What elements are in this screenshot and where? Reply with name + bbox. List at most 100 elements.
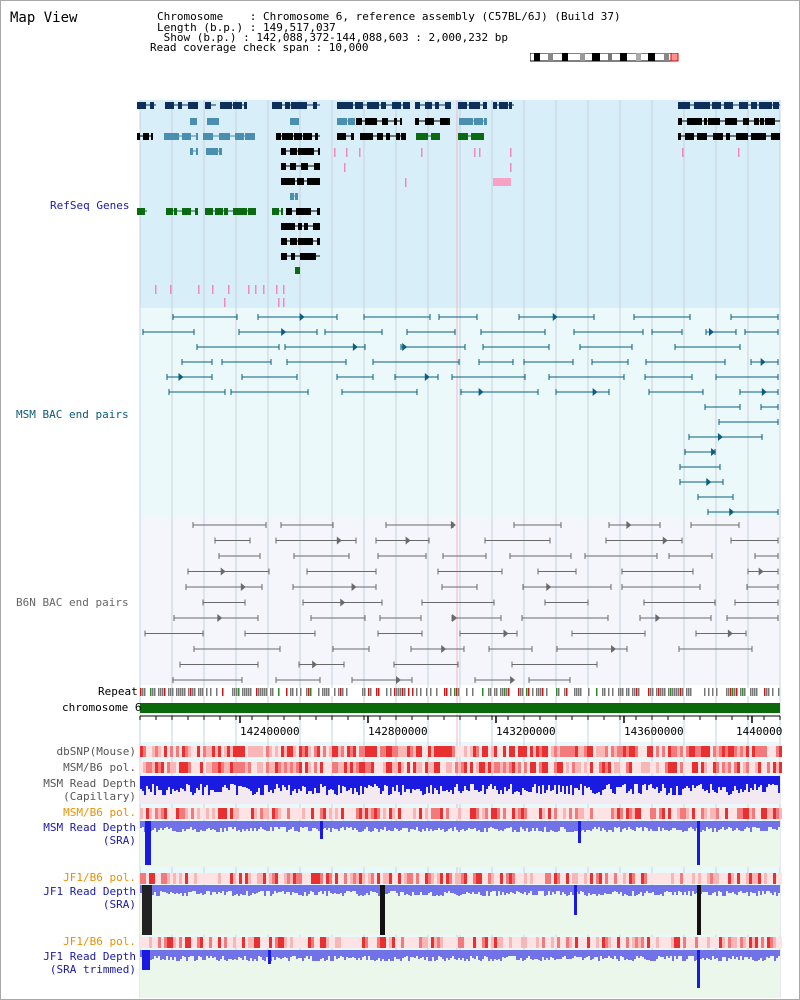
refseq-gene-exon bbox=[713, 133, 723, 140]
depth-bar bbox=[412, 821, 414, 829]
repeat-element bbox=[540, 688, 542, 696]
capillary-depth-bar bbox=[556, 776, 558, 794]
jf1-b6-pol-label[interactable]: JF1/B6 pol. bbox=[63, 871, 136, 884]
repeat-element bbox=[708, 688, 710, 696]
polymorphism-cell bbox=[728, 937, 731, 948]
capillary-depth-bar bbox=[742, 776, 744, 792]
refseq-label[interactable]: RefSeq Genes bbox=[50, 199, 130, 212]
repeat-element bbox=[604, 688, 606, 696]
depth-bar bbox=[476, 821, 478, 831]
polymorphism-cell bbox=[329, 762, 332, 773]
msm-bac-pair-arrow bbox=[760, 358, 766, 366]
msm-depth-sra-label[interactable]: MSM Read Depth bbox=[43, 821, 136, 834]
depth-bar bbox=[296, 885, 298, 893]
depth-bar bbox=[236, 950, 238, 960]
depth-bar bbox=[194, 821, 196, 829]
polymorphism-cell bbox=[515, 937, 518, 948]
depth-bar bbox=[458, 821, 460, 832]
polymorphism-cell bbox=[449, 937, 452, 948]
capillary-depth-bar bbox=[260, 776, 262, 795]
depth-bar bbox=[648, 821, 650, 831]
polymorphism-cell bbox=[497, 746, 500, 757]
polymorphism-cell bbox=[344, 937, 347, 948]
depth-bar bbox=[308, 821, 310, 831]
capillary-depth-bar bbox=[284, 776, 286, 787]
depth-bar bbox=[306, 885, 308, 896]
polymorphism-cell bbox=[701, 762, 704, 773]
repeat-element bbox=[376, 688, 378, 696]
polymorphism-cell bbox=[425, 746, 428, 757]
msm-b6-pol-label[interactable]: MSM/B6 pol. bbox=[63, 761, 136, 774]
polymorphism-cell bbox=[350, 746, 353, 757]
depth-bar bbox=[660, 885, 662, 894]
polymorphism-cell bbox=[344, 808, 347, 819]
capillary-depth-bar bbox=[708, 776, 710, 793]
polymorphism-cell bbox=[494, 762, 497, 773]
depth-bar bbox=[518, 821, 520, 832]
depth-bar bbox=[538, 885, 540, 891]
depth-bar bbox=[270, 885, 272, 896]
capillary-depth-bar bbox=[608, 776, 610, 784]
capillary-depth-bar bbox=[510, 776, 512, 784]
depth-bar bbox=[312, 821, 314, 828]
polymorphism-cell bbox=[404, 746, 407, 757]
repeat-element bbox=[682, 688, 684, 696]
repeat-element bbox=[538, 688, 540, 696]
refseq-gene-exon bbox=[174, 208, 177, 215]
depth-bar bbox=[708, 821, 710, 829]
jf1-depth-trimmed-label[interactable]: JF1 Read Depth bbox=[43, 950, 136, 963]
refseq-gene-exon bbox=[219, 148, 222, 155]
polymorphism-cell bbox=[707, 808, 710, 819]
capillary-depth-bar bbox=[238, 776, 240, 786]
depth-bar bbox=[200, 950, 202, 957]
capillary-depth-bar bbox=[602, 776, 604, 790]
repeat-element bbox=[256, 688, 258, 696]
repeat-element bbox=[734, 688, 736, 696]
refseq-gene-exon bbox=[773, 102, 779, 109]
depth-bar bbox=[702, 885, 704, 892]
polymorphism-cell bbox=[767, 808, 770, 819]
depth-bar bbox=[714, 821, 716, 828]
b6n-bac-label[interactable]: B6N BAC end pairs bbox=[16, 596, 129, 609]
polymorphism-cell bbox=[149, 937, 152, 948]
polymorphism-cell bbox=[650, 937, 653, 948]
depth-bar bbox=[728, 950, 730, 958]
depth-bar bbox=[402, 950, 404, 958]
polymorphism-cell bbox=[416, 808, 419, 819]
polymorphism-cell bbox=[206, 873, 209, 884]
repeat-element bbox=[246, 688, 248, 696]
polymorphism-cell bbox=[182, 762, 185, 773]
repeat-label[interactable]: Repeat bbox=[98, 685, 138, 698]
polymorphism-cell bbox=[416, 937, 419, 948]
polymorphism-cell bbox=[515, 762, 518, 773]
depth-bar bbox=[410, 821, 412, 829]
msm-bac-label[interactable]: MSM BAC end pairs bbox=[16, 408, 129, 421]
polymorphism-cell bbox=[491, 808, 494, 819]
polymorphism-cell bbox=[449, 762, 452, 773]
polymorphism-cell bbox=[740, 937, 743, 948]
depth-bar bbox=[776, 885, 778, 896]
chromosome-ideogram[interactable] bbox=[530, 53, 680, 62]
polymorphism-cell bbox=[359, 762, 362, 773]
polymorphism-cell bbox=[356, 762, 359, 773]
polymorphism-cell bbox=[548, 937, 551, 948]
depth-bar bbox=[258, 821, 260, 829]
capillary-depth-bar bbox=[640, 776, 642, 794]
polymorphism-cell bbox=[692, 808, 695, 819]
jf1-depth-sra-label[interactable]: JF1 Read Depth bbox=[43, 885, 136, 898]
refseq-pseudo-mark bbox=[738, 148, 740, 157]
msm-b6-pol-label-2[interactable]: MSM/B6 pol. bbox=[63, 806, 136, 819]
polymorphism-cell bbox=[362, 808, 365, 819]
polymorphism-cell bbox=[707, 746, 710, 757]
refseq-gene-exon bbox=[356, 118, 362, 125]
polymorphism-cell bbox=[302, 873, 305, 884]
jf1-b6-pol-label-2[interactable]: JF1/B6 pol. bbox=[63, 935, 136, 948]
dbsnp-label[interactable]: dbSNP(Mouse) bbox=[56, 745, 136, 758]
depth-bar bbox=[750, 821, 752, 832]
capillary-depth-bar bbox=[574, 776, 576, 788]
depth-bar bbox=[614, 950, 616, 956]
polymorphism-cell bbox=[266, 937, 269, 948]
msm-depth-capillary-label[interactable]: MSM Read Depth bbox=[43, 777, 136, 790]
depth-bar bbox=[344, 821, 346, 830]
